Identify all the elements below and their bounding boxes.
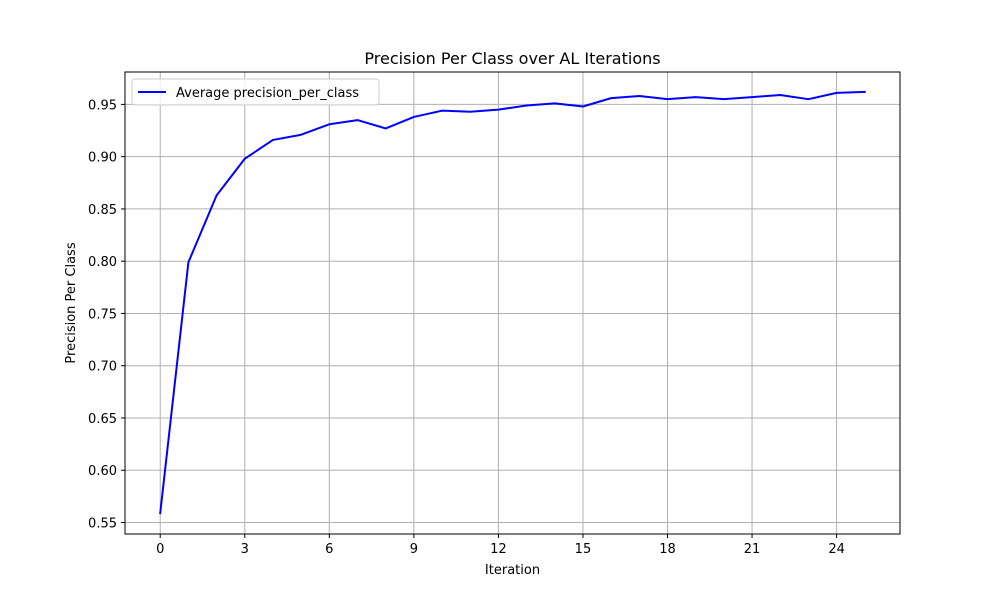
- x-tick-label: 18: [659, 542, 676, 557]
- data-point: [806, 97, 810, 101]
- data-point: [581, 104, 585, 108]
- y-tick-label: 0.60: [88, 464, 117, 479]
- y-tick-label: 0.75: [88, 307, 117, 322]
- x-tick-label: 15: [575, 542, 592, 557]
- data-point: [440, 109, 444, 113]
- series-line-0: [159, 90, 866, 515]
- data-point: [299, 133, 303, 137]
- x-axis-label: Iteration: [485, 563, 540, 578]
- data-point: [666, 97, 670, 101]
- data-point: [609, 96, 613, 100]
- x-tick-label: 3: [241, 542, 249, 557]
- data-point: [468, 110, 472, 114]
- y-tick-label: 0.90: [88, 151, 117, 166]
- data-point: [637, 94, 641, 98]
- data-point: [356, 118, 360, 122]
- y-axis-label: Precision Per Class: [64, 242, 79, 363]
- y-tick-label: 0.70: [88, 360, 117, 375]
- data-point: [553, 101, 557, 105]
- y-tick-label: 0.95: [88, 98, 117, 113]
- data-point: [271, 138, 275, 142]
- data-point: [215, 193, 219, 197]
- plot-frame: [124, 71, 901, 535]
- y-tick-label: 0.80: [88, 255, 117, 270]
- legend-label: Average precision_per_class: [176, 86, 359, 101]
- data-point: [496, 108, 500, 112]
- data-point: [186, 260, 190, 264]
- data-point: [412, 115, 416, 119]
- data-point: [778, 93, 782, 97]
- x-tick-label: 9: [410, 542, 418, 557]
- data-point: [158, 511, 162, 515]
- y-tick-label: 0.85: [88, 203, 117, 218]
- data-point: [327, 122, 331, 126]
- data-point: [384, 126, 388, 130]
- x-tick-label: 6: [325, 542, 333, 557]
- chart-title: Precision Per Class over AL Iterations: [364, 49, 660, 68]
- legend-box: [131, 78, 380, 106]
- data-point: [750, 95, 754, 99]
- data-point: [722, 97, 726, 101]
- y-tick-label: 0.65: [88, 412, 117, 427]
- data-point: [835, 91, 839, 95]
- data-point: [525, 103, 529, 107]
- data-point: [243, 157, 247, 161]
- data-point: [863, 90, 867, 94]
- x-tick-label: 24: [828, 542, 845, 557]
- data-point: [694, 95, 698, 99]
- x-tick-label: 21: [744, 542, 761, 557]
- x-tick-label: 0: [156, 542, 164, 557]
- x-tick-label: 12: [490, 542, 507, 557]
- y-tick-label: 0.55: [88, 517, 117, 532]
